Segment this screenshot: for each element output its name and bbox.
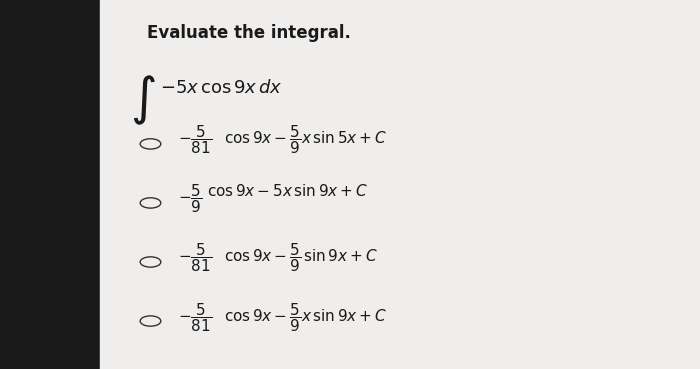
Text: $-5x\,\mathrm{cos}\,9x\,dx$: $-5x\,\mathrm{cos}\,9x\,dx$ bbox=[160, 79, 282, 97]
Text: $\int$: $\int$ bbox=[130, 74, 155, 127]
Text: $-\dfrac{5}{81}$: $-\dfrac{5}{81}$ bbox=[178, 301, 213, 334]
Text: Evaluate the integral.: Evaluate the integral. bbox=[147, 24, 351, 42]
Bar bbox=[0, 0, 100, 369]
Text: $\mathrm{cos}\,9x - \dfrac{5}{9}x\,\mathrm{sin}\,9x + C$: $\mathrm{cos}\,9x - \dfrac{5}{9}x\,\math… bbox=[224, 301, 387, 334]
Text: $-\dfrac{5}{81}$: $-\dfrac{5}{81}$ bbox=[178, 242, 213, 275]
Text: $-\dfrac{5}{9}$: $-\dfrac{5}{9}$ bbox=[178, 183, 203, 215]
Text: $\mathrm{cos}\,9x - 5x\,\mathrm{sin}\,9x + C$: $\mathrm{cos}\,9x - 5x\,\mathrm{sin}\,9x… bbox=[207, 183, 368, 199]
Text: $\mathrm{cos}\,9x - \dfrac{5}{9}x\,\mathrm{sin}\,5x + C$: $\mathrm{cos}\,9x - \dfrac{5}{9}x\,\math… bbox=[224, 124, 387, 156]
Bar bbox=[100, 0, 700, 369]
Text: $\mathrm{cos}\,9x - \dfrac{5}{9}\,\mathrm{sin}\,9x + C$: $\mathrm{cos}\,9x - \dfrac{5}{9}\,\mathr… bbox=[224, 242, 378, 275]
Text: $-\dfrac{5}{81}$: $-\dfrac{5}{81}$ bbox=[178, 124, 213, 156]
